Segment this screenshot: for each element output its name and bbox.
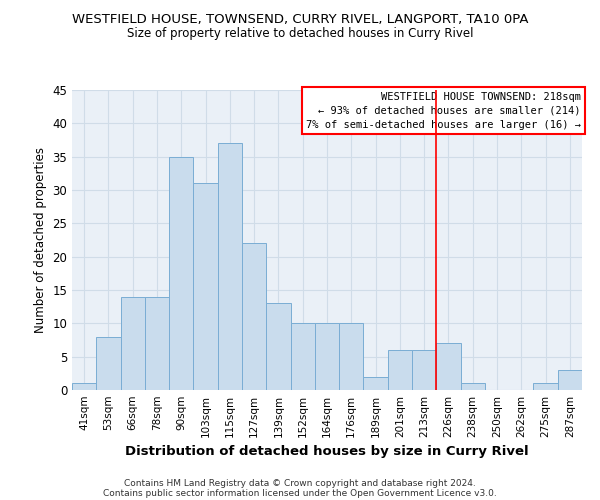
Bar [315,324,339,390]
Text: WESTFIELD HOUSE TOWNSEND: 218sqm
← 93% of detached houses are smaller (214)
7% o: WESTFIELD HOUSE TOWNSEND: 218sqm ← 93% o… [306,92,581,130]
Text: Size of property relative to detached houses in Curry Rivel: Size of property relative to detached ho… [127,28,473,40]
Bar [388,350,412,390]
Bar [558,370,582,390]
Bar [533,384,558,390]
Bar [169,156,193,390]
Text: Contains HM Land Registry data © Crown copyright and database right 2024.: Contains HM Land Registry data © Crown c… [124,478,476,488]
X-axis label: Distribution of detached houses by size in Curry Rivel: Distribution of detached houses by size … [125,446,529,458]
Bar [121,296,145,390]
Bar [145,296,169,390]
Bar [242,244,266,390]
Y-axis label: Number of detached properties: Number of detached properties [34,147,47,333]
Bar [461,384,485,390]
Bar [436,344,461,390]
Text: Contains public sector information licensed under the Open Government Licence v3: Contains public sector information licen… [103,488,497,498]
Bar [339,324,364,390]
Bar [218,144,242,390]
Bar [72,384,96,390]
Bar [193,184,218,390]
Bar [290,324,315,390]
Bar [412,350,436,390]
Bar [364,376,388,390]
Text: WESTFIELD HOUSE, TOWNSEND, CURRY RIVEL, LANGPORT, TA10 0PA: WESTFIELD HOUSE, TOWNSEND, CURRY RIVEL, … [72,12,528,26]
Bar [96,336,121,390]
Bar [266,304,290,390]
